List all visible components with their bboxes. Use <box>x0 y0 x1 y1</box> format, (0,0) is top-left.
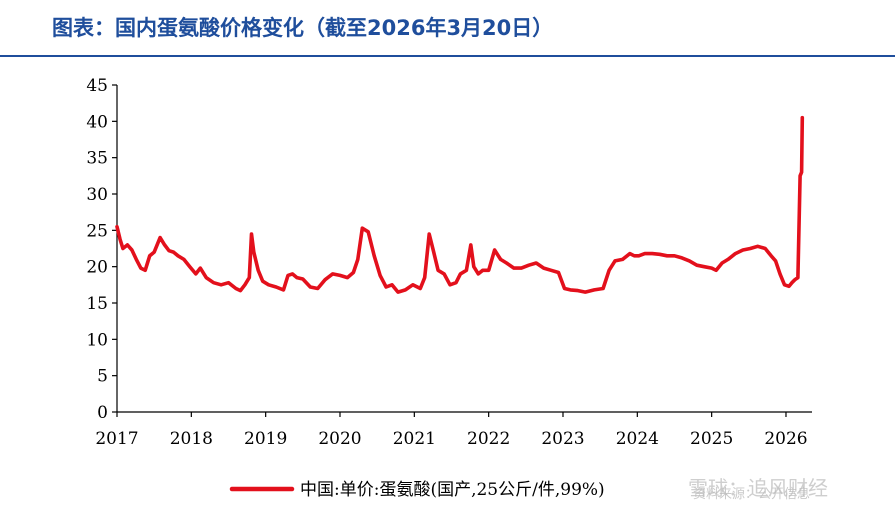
x-tick-label: 2019 <box>244 429 287 449</box>
x-tick-label: 2023 <box>541 429 584 449</box>
y-tick-label: 40 <box>86 112 108 132</box>
x-tick-label: 2025 <box>690 429 733 449</box>
watermark: 雪球：追风财经 资料来源：公开信息 <box>688 476 828 502</box>
x-tick-label: 2017 <box>95 429 138 449</box>
legend-label: 中国:单价:蛋氨酸(国产,25公斤/件,99%) <box>300 480 605 500</box>
watermark-brand: 雪球：追风财经 <box>688 476 828 500</box>
y-tick-label: 15 <box>86 294 108 314</box>
title-divider <box>0 55 895 57</box>
x-tick-label: 2018 <box>170 429 213 449</box>
x-tick-label: 2020 <box>318 429 361 449</box>
x-tick-labels: 2017 2018 2019 2020 2021 2022 2023 2024 2025 2026 <box>95 429 807 449</box>
y-tick-label: 5 <box>97 367 108 387</box>
y-tick-labels: 0 5 10 15 20 25 30 35 40 45 <box>86 76 108 423</box>
legend: 中国:单价:蛋氨酸(国产,25公斤/件,99%) <box>229 480 605 500</box>
x-tick-label: 2021 <box>393 429 436 449</box>
series-line <box>115 115 805 294</box>
x-tick-label: 2026 <box>764 429 807 449</box>
y-tick-label: 35 <box>86 149 108 169</box>
y-tick-label: 30 <box>86 185 108 205</box>
chart-title: 图表：国内蛋氨酸价格变化（截至2026年3月20日） <box>52 16 554 40</box>
y-tick-label: 10 <box>86 330 108 350</box>
x-tick-label: 2024 <box>616 429 659 449</box>
chart-axes <box>112 84 812 417</box>
y-tick-label: 45 <box>86 76 108 96</box>
watermark-source: 资料来源：公开信息 <box>693 486 810 502</box>
y-tick-label: 0 <box>97 403 108 423</box>
x-tick-label: 2022 <box>467 429 510 449</box>
y-tick-label: 20 <box>86 258 108 278</box>
y-tick-label: 25 <box>86 221 108 241</box>
series-layer <box>115 115 805 294</box>
